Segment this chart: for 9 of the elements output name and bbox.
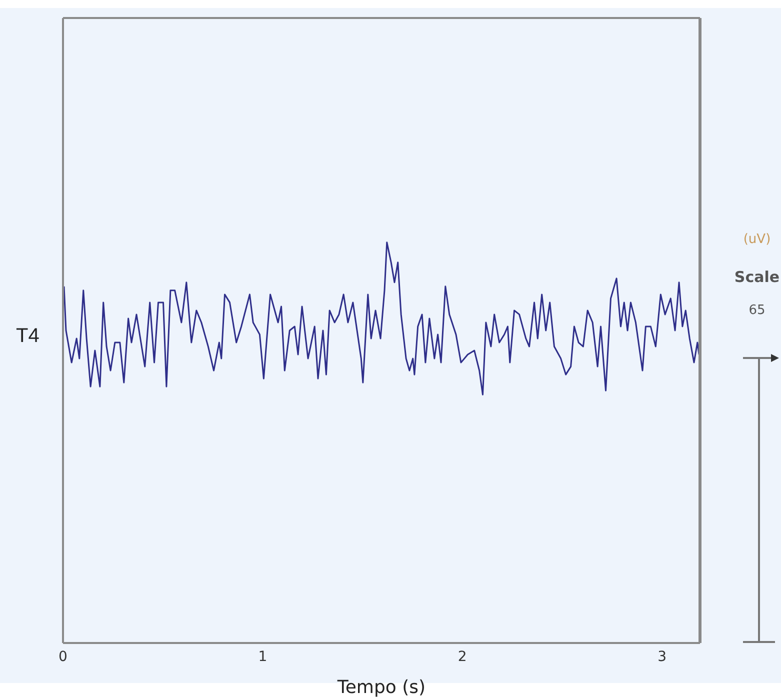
x-tick-label: 0 xyxy=(58,648,68,665)
text: Scale xyxy=(733,268,781,286)
y-axis-title: T4 xyxy=(16,325,40,348)
x-tick-label: 3 xyxy=(658,648,667,665)
x-axis-title: Tempo (s) xyxy=(336,677,426,698)
text: 65 xyxy=(748,303,766,318)
text: (uV) xyxy=(742,232,772,247)
x-tick-label: 2 xyxy=(458,648,467,665)
x-tick-label: 1 xyxy=(258,648,268,665)
